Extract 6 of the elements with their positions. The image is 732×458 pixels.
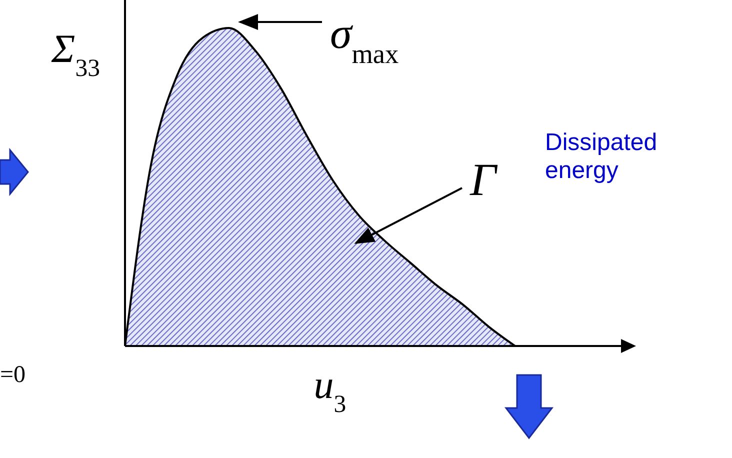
x-axis-title: u$_{3}$ [314,362,346,418]
annotation: Dissipated energy [545,129,658,184]
text: =0 [0,362,26,388]
annotation: Γ [469,154,498,205]
y-axis-title: Σ$_{33}$ [50,26,100,82]
annotation: σ$_{max}$ [330,9,400,69]
